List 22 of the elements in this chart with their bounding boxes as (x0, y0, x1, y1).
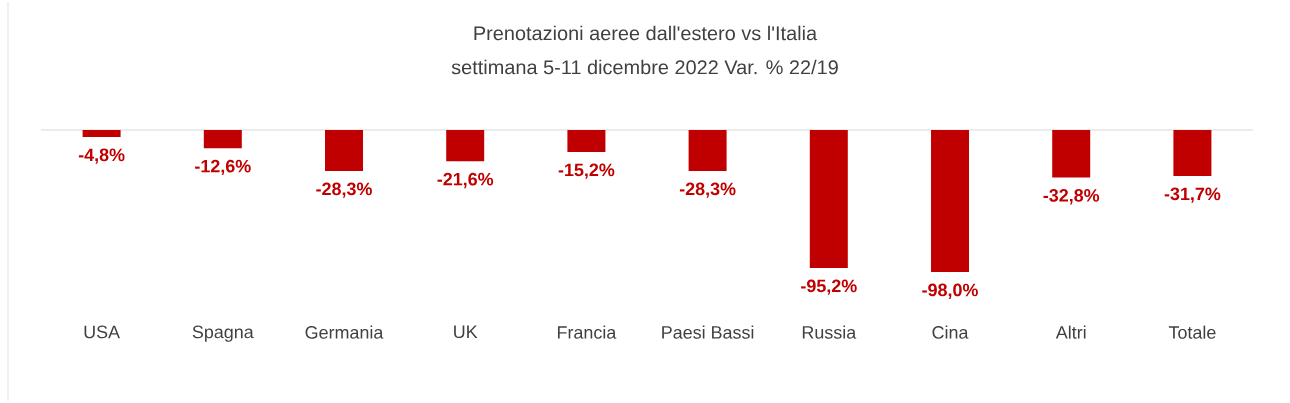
x-tick-label: Spagna (192, 325, 254, 342)
x-tick-label: Russia (802, 325, 857, 339)
data-label: -98,0% (922, 283, 978, 299)
x-tick-label: Germania (305, 325, 384, 339)
data-label: -4,8% (78, 148, 125, 164)
data-label: -21,6% (437, 172, 494, 189)
x-tick-label: Altri (1055, 325, 1086, 339)
data-label: -15,2% (558, 163, 615, 179)
x-tick-label: Cina (932, 325, 969, 339)
data-label: -28,3% (316, 182, 372, 198)
data-label: -28,3% (679, 182, 736, 198)
x-tick-label: UK (454, 325, 478, 339)
chart-subtitle: settimana 5-11 dicembre 2022 Var. % 22/19 (451, 59, 838, 75)
data-label: -95,2% (801, 279, 857, 295)
x-tick-label: Paesi Bassi (662, 325, 754, 339)
x-tick-label: Francia (557, 325, 617, 339)
x-tick-label: Totale (1168, 325, 1216, 339)
x-tick-label: USA (84, 325, 120, 339)
data-label: -12,6% (195, 159, 251, 176)
data-label: -31,7% (1164, 187, 1221, 203)
data-label: -32,8% (1043, 189, 1100, 205)
chart-title: Prenotazioni aeree dall'estero vs l'Italia (474, 25, 818, 41)
